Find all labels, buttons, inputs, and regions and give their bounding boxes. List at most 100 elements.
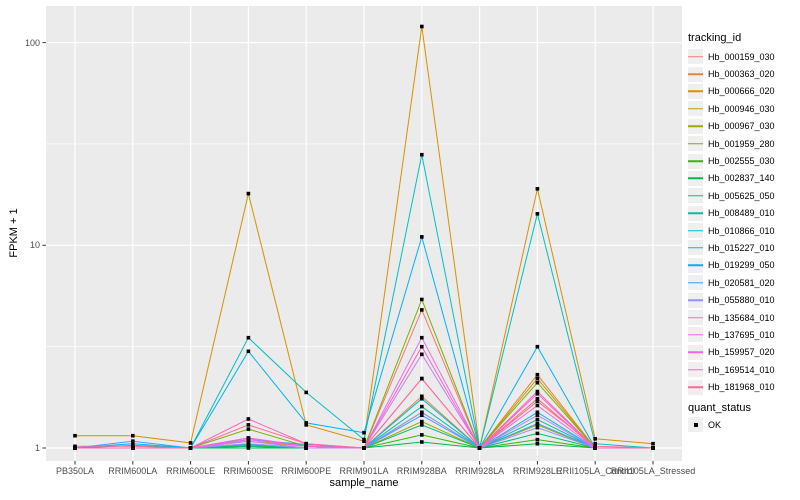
data-point-marker [304, 444, 308, 449]
data-point-marker [73, 444, 77, 449]
legend-item: Hb_019299_050 [688, 257, 798, 274]
x-tick-label: PB350LA [55, 466, 95, 476]
legend-label: Hb_137695_010 [708, 329, 775, 340]
x-tick-label: RRIM928BA [396, 466, 447, 476]
data-point-marker [593, 444, 597, 449]
y-tick-label: 10 [29, 240, 40, 251]
legend-label: Hb_169514_010 [708, 364, 775, 375]
legend-item: Hb_000946_030 [688, 100, 798, 117]
data-point-marker [593, 441, 597, 446]
data-point-marker [246, 335, 251, 340]
data-point-marker [535, 212, 540, 216]
y-tick-label: 1 [34, 443, 40, 453]
data-point-marker [246, 191, 251, 196]
data-point-marker [188, 446, 193, 450]
data-point-marker [420, 152, 424, 157]
legend-item: Hb_000967_030 [688, 118, 798, 135]
line-swatch-icon [688, 170, 703, 186]
legend-item: Hb_002837_140 [688, 170, 798, 187]
line-swatch-icon [688, 66, 703, 82]
data-point-marker [535, 441, 540, 446]
data-point-marker [420, 413, 424, 418]
legend-label: Hb_055880_010 [708, 295, 775, 306]
legend-label: Hb_020581_020 [708, 277, 775, 288]
square-marker-icon [688, 417, 703, 432]
legend-label: Hb_000666_020 [708, 86, 775, 97]
legend-item: Hb_002555_030 [688, 152, 798, 169]
line-swatch-icon [688, 118, 703, 134]
legend-item-ok: OK [688, 416, 798, 433]
data-point-marker [73, 433, 77, 438]
data-point-marker [651, 446, 655, 450]
data-point-marker [304, 423, 308, 427]
data-point-marker [304, 441, 308, 446]
data-point-marker [535, 417, 540, 422]
data-point-marker [535, 372, 540, 377]
data-point-marker [420, 423, 424, 427]
line-swatch-icon [688, 344, 703, 360]
legend-label: Hb_008489_010 [708, 208, 775, 219]
legend-label: OK [708, 419, 722, 430]
data-point-marker [420, 297, 424, 302]
data-point-marker [420, 308, 424, 312]
data-point-marker [420, 440, 424, 444]
x-tick-label: RRIM600LA [108, 466, 158, 476]
line-swatch-icon [688, 240, 703, 256]
legend-item: Hb_020581_020 [688, 274, 798, 291]
line-swatch-icon [688, 310, 703, 326]
data-point-marker [420, 433, 424, 437]
data-point-marker [246, 423, 251, 427]
legend-label: Hb_135684_010 [708, 312, 775, 323]
data-point-marker [131, 441, 135, 446]
line-swatch-icon [688, 379, 703, 395]
data-point-marker [304, 390, 308, 395]
data-point-marker [651, 441, 655, 446]
legend-item: Hb_181968_010 [688, 378, 798, 395]
data-point-marker [535, 413, 540, 418]
line-swatch-icon [688, 292, 703, 308]
data-point-marker [535, 396, 540, 401]
line-swatch-icon [688, 136, 703, 152]
data-point-marker [420, 352, 424, 357]
line-swatch-icon [688, 83, 703, 99]
data-point-marker [535, 403, 540, 408]
data-point-marker [246, 441, 251, 446]
legend-item: Hb_055880_010 [688, 291, 798, 308]
x-tick-label: RRIM600PE [281, 466, 332, 476]
line-swatch-icon [688, 205, 703, 221]
data-point-marker [188, 441, 193, 445]
data-point-marker [246, 436, 251, 440]
data-point-marker [535, 437, 540, 442]
legend-list: Hb_000159_030 Hb_000363_020 Hb_000666_020 H… [688, 48, 798, 396]
legend-item: Hb_000666_020 [688, 83, 798, 100]
legend-label: Hb_000159_030 [708, 51, 775, 62]
data-point-marker [362, 430, 366, 435]
legend-label: Hb_005625_050 [708, 190, 775, 201]
legend2-title: quant_status [688, 401, 751, 414]
data-point-marker [362, 446, 366, 450]
x-tick-label: RRIM928LA [455, 466, 505, 476]
legend-label: Hb_000363_020 [708, 69, 775, 80]
data-point-marker [535, 389, 540, 394]
legend-label: Hb_002555_030 [708, 156, 775, 167]
line-swatch-icon [688, 327, 703, 343]
legend-label: Hb_019299_050 [708, 260, 775, 271]
data-point-marker [131, 444, 135, 449]
data-point-marker [246, 417, 251, 421]
legend-item: Hb_008489_010 [688, 205, 798, 222]
legend-item: Hb_159957_020 [688, 344, 798, 361]
data-point-marker [420, 419, 424, 424]
x-tick-label: RRII105LA_Stressed [610, 466, 696, 476]
data-point-marker [420, 394, 424, 399]
legend-label: Hb_002837_140 [708, 173, 775, 184]
data-point-marker [304, 421, 308, 425]
x-tick-label: RRII105LA_Control [556, 466, 635, 476]
legend-item: Hb_137695_010 [688, 326, 798, 343]
legend-label: Hb_159957_020 [708, 347, 775, 358]
data-point-marker [362, 437, 366, 442]
legend-label: Hb_000967_030 [708, 121, 775, 132]
data-point-marker [420, 24, 424, 29]
line-swatch-icon [688, 49, 703, 65]
